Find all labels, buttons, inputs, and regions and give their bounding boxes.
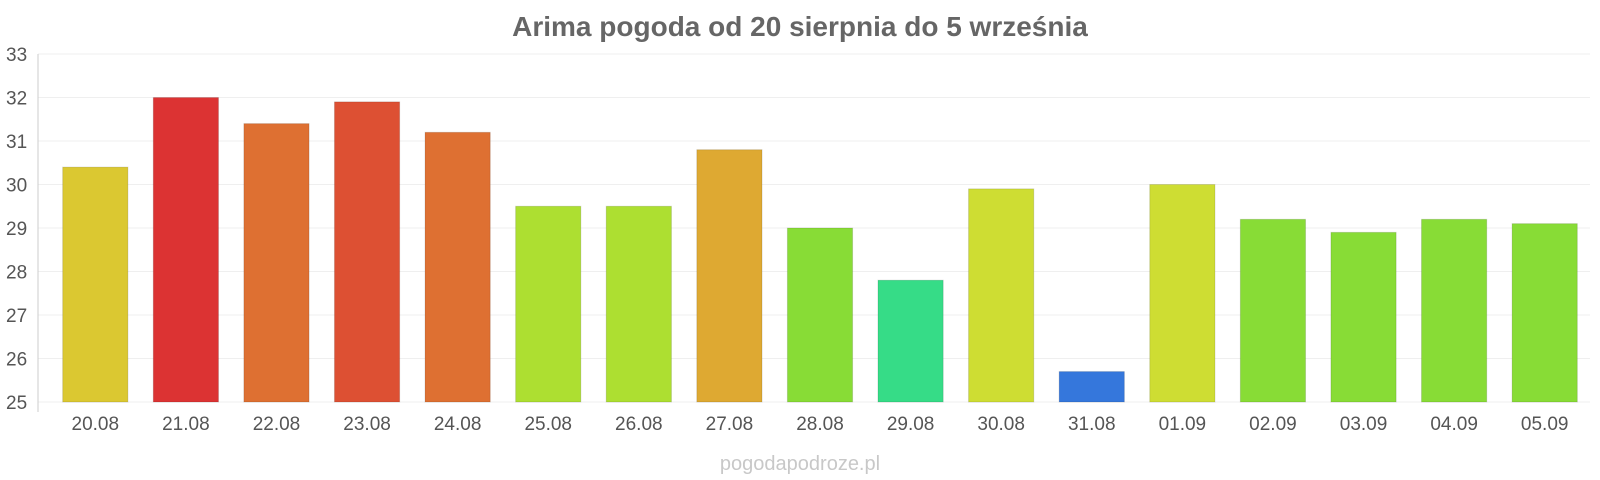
- y-tick-label: 25: [6, 393, 27, 414]
- bars: [62, 97, 1578, 403]
- x-tick-label: 21.08: [162, 414, 210, 435]
- bar-01.09: [1149, 184, 1216, 403]
- bar-23.08: [333, 101, 401, 403]
- bar-21.08: [152, 97, 219, 403]
- bar-22.08: [243, 123, 310, 403]
- y-tick-label: 33: [6, 45, 27, 66]
- x-tick-label: 27.08: [706, 414, 754, 435]
- bar-28.08: [786, 227, 854, 403]
- bar-24.08: [424, 131, 491, 403]
- y-tick-label: 30: [6, 176, 27, 197]
- x-tick-label: 31.08: [1068, 414, 1116, 435]
- bar-26.08: [605, 205, 672, 403]
- x-tick-label: 25.08: [524, 414, 572, 435]
- y-tick-label: 27: [6, 306, 27, 327]
- y-axis: 25 26 27 28 29 30 31 32 33: [6, 45, 39, 414]
- x-tick-label: 30.08: [977, 414, 1025, 435]
- x-tick-label: 28.08: [796, 414, 844, 435]
- bar-20.08: [62, 166, 129, 403]
- bar-02.09: [1239, 218, 1307, 403]
- x-tick-label: 05.09: [1521, 414, 1569, 435]
- watermark: pogodapodroze.pl: [720, 453, 880, 475]
- bar-29.08: [877, 279, 944, 403]
- x-tick-label: 20.08: [72, 414, 120, 435]
- x-tick-label: 01.09: [1159, 414, 1207, 435]
- y-tick-label: 29: [6, 219, 27, 240]
- bar-31.08: [1058, 371, 1125, 403]
- y-tick-label: 28: [6, 263, 27, 284]
- x-tick-label: 22.08: [253, 414, 301, 435]
- x-tick-label: 24.08: [434, 414, 482, 435]
- x-axis: 20.08 21.08 22.08 23.08 24.08 25.08 26.08 27.08…: [72, 414, 1569, 435]
- bar-30.08: [968, 188, 1035, 403]
- chart-title: Arima pogoda od 20 sierpnia do 5 wrześni…: [512, 11, 1088, 42]
- bar-05.09: [1511, 223, 1578, 403]
- y-tick-label: 31: [6, 132, 27, 153]
- x-tick-label: 03.09: [1340, 414, 1388, 435]
- bar-27.08: [696, 149, 763, 403]
- x-tick-label: 23.08: [343, 414, 391, 435]
- x-tick-label: 04.09: [1430, 414, 1478, 435]
- x-tick-label: 29.08: [887, 414, 935, 435]
- bar-04.09: [1421, 218, 1488, 403]
- y-tick-label: 32: [6, 89, 27, 110]
- x-tick-label: 02.09: [1249, 414, 1297, 435]
- x-tick-label: 26.08: [615, 414, 663, 435]
- y-tick-label: 26: [6, 350, 27, 371]
- bar-25.08: [515, 205, 582, 403]
- bar-03.09: [1330, 231, 1397, 403]
